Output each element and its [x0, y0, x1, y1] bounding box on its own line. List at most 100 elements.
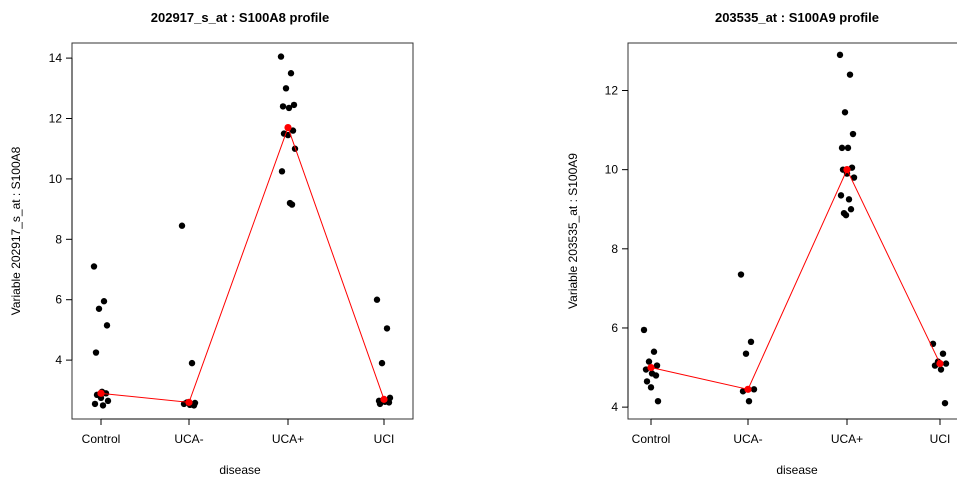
data-point [100, 298, 108, 305]
data-point [845, 196, 853, 203]
data-point [737, 271, 745, 278]
y-tick-label: 8 [611, 242, 618, 256]
y-tick-label: 12 [605, 83, 619, 97]
y-tick-label: 10 [605, 163, 619, 177]
data-point [99, 402, 107, 409]
y-axis: 4 6 8 10 12 [605, 83, 629, 414]
chart-title: 202917_s_at : S100A8 profile [151, 10, 330, 25]
x-tick-label: UCI [930, 432, 951, 446]
data-point [92, 349, 100, 356]
data-point [850, 174, 858, 181]
mean-point [744, 385, 752, 393]
y-tick-label: 10 [49, 172, 63, 186]
data-point [289, 127, 297, 134]
y-tick-label: 14 [49, 51, 63, 65]
mean-point [647, 363, 655, 372]
x-tick-label: UCI [374, 432, 395, 446]
data-point [385, 399, 393, 406]
y-tick-label: 8 [55, 232, 62, 246]
x-tick-label: UCA+ [831, 432, 863, 446]
data-point [841, 109, 849, 116]
x-axis-label: disease [219, 463, 261, 477]
mean-point [380, 395, 388, 403]
data-point [846, 71, 854, 78]
x-tick-label: UCA- [174, 432, 203, 446]
y-tick-label: 4 [611, 400, 618, 414]
data-point [937, 366, 945, 373]
data-point [102, 390, 110, 397]
data-point [188, 359, 196, 367]
mean-point [185, 398, 193, 406]
y-tick-label: 6 [611, 321, 618, 335]
data-point [653, 362, 661, 369]
panel-s100a8: 202917_s_at : S100A8 profile disease Var… [9, 10, 414, 477]
data-point [939, 350, 947, 357]
data-point [640, 326, 648, 334]
plot-box [71, 42, 414, 420]
data-point [838, 144, 846, 152]
data-point [104, 397, 112, 405]
data-point [750, 386, 758, 393]
data-point [842, 211, 850, 219]
data-point [376, 400, 384, 408]
data-point [288, 201, 296, 208]
y-tick-label: 12 [49, 112, 63, 126]
data-point [91, 400, 99, 408]
data-point [650, 348, 658, 355]
data-point [290, 101, 298, 109]
data-point [745, 397, 753, 405]
x-tick-label: UCA+ [272, 432, 304, 446]
data-point [836, 51, 844, 59]
data-point [849, 130, 857, 138]
mean-point [936, 359, 944, 368]
data-point [942, 360, 950, 367]
data-point [654, 397, 662, 405]
data-point [190, 402, 198, 409]
data-point [278, 168, 286, 175]
data-point [847, 206, 855, 213]
panel-s100a9: 203535_at : S100A9 profile disease Varia… [566, 10, 957, 477]
data-point [742, 350, 750, 357]
x-tick-label: Control [82, 432, 121, 446]
y-tick-label: 6 [55, 293, 62, 307]
data-point [373, 296, 381, 303]
data-point [378, 359, 386, 367]
data-point [90, 263, 98, 270]
mean-line [650, 168, 941, 390]
data-point [95, 305, 103, 312]
data-point [279, 103, 287, 110]
data-point [103, 322, 111, 329]
x-axis: Control UCA- UCA+ UCI [82, 418, 395, 446]
data-point [844, 144, 852, 152]
data-point [383, 325, 391, 332]
data-point [287, 70, 295, 77]
chart-title: 203535_at : S100A9 profile [715, 10, 879, 25]
x-axis-label: disease [776, 463, 818, 477]
y-axis-label: Variable 202917_s_at : S100A8 [9, 146, 23, 315]
data-point [277, 53, 285, 60]
plot-box [627, 42, 957, 420]
data-point [285, 104, 293, 112]
x-axis: Control UCA- UCA+ UCI [632, 418, 951, 446]
x-tick-label: Control [632, 432, 671, 446]
y-axis-label: Variable 203535_at : S100A9 [566, 153, 580, 309]
data-point [941, 399, 949, 407]
data-point [652, 372, 660, 379]
data-points [90, 53, 394, 409]
data-point [643, 378, 651, 385]
mean-line [100, 126, 385, 403]
data-point [837, 192, 845, 199]
x-tick-label: UCA- [733, 432, 762, 446]
mean-point [97, 389, 105, 397]
y-axis: 4 6 8 10 12 14 [49, 51, 73, 367]
mean-point [284, 123, 292, 132]
data-point [645, 358, 653, 365]
data-point [178, 222, 186, 229]
y-tick-label: 4 [55, 353, 62, 367]
mean-point [843, 166, 851, 174]
data-point [747, 338, 755, 346]
data-points [640, 51, 950, 407]
data-point [282, 85, 290, 92]
data-point [647, 384, 655, 391]
